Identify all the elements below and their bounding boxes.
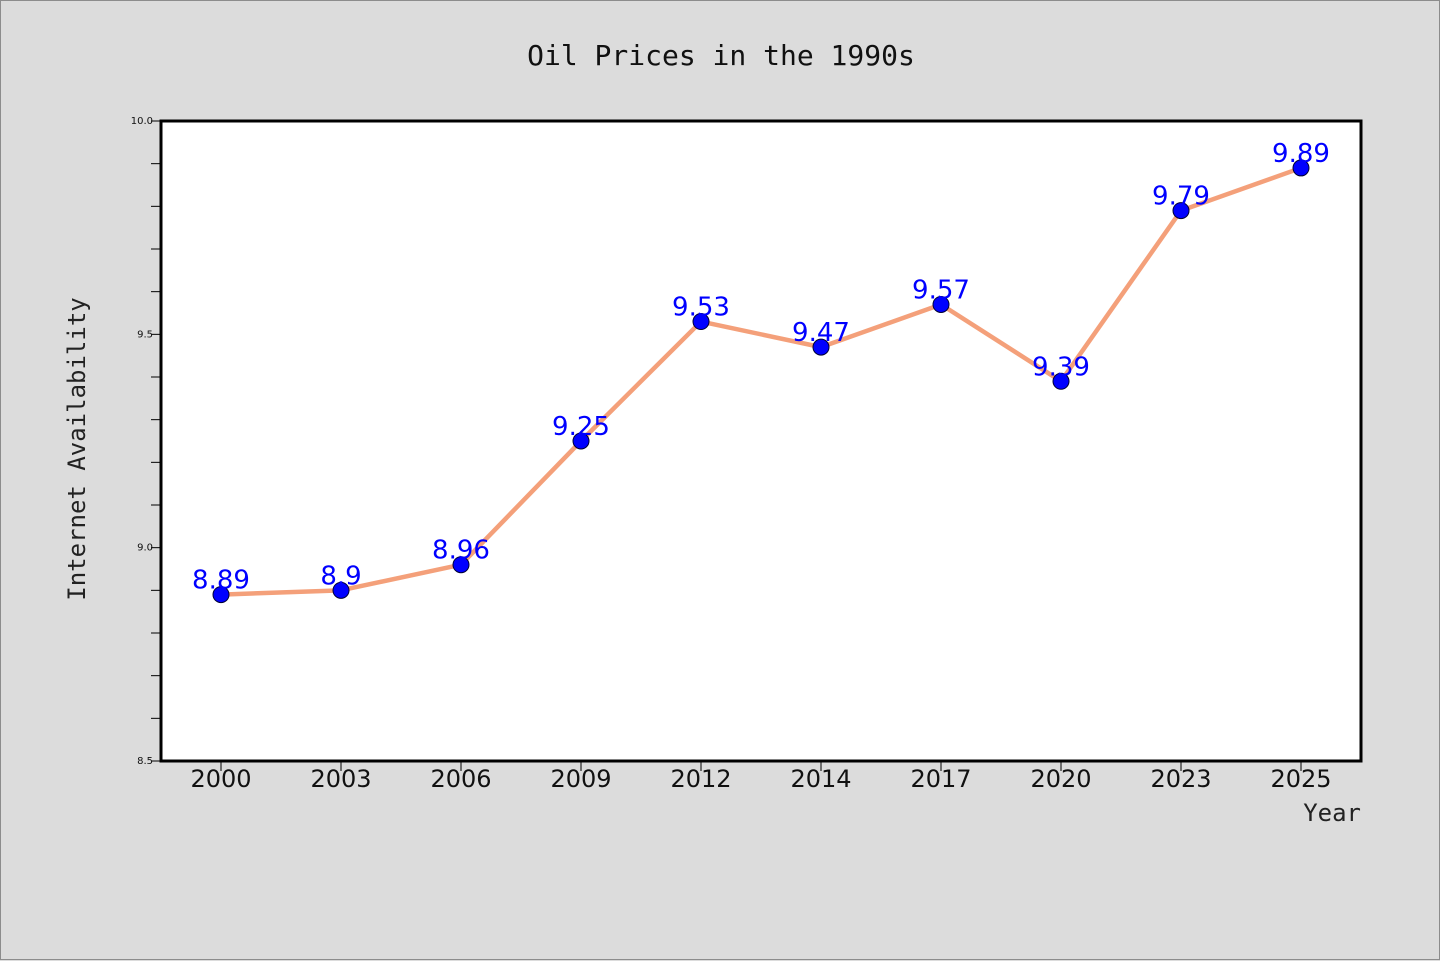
data-point [692, 313, 710, 331]
x-tick-label: 2023 [1150, 765, 1211, 793]
data-label: 9.25 [552, 412, 610, 442]
x-tick-label: 2020 [1030, 765, 1091, 793]
chart-title: Oil Prices in the 1990s [527, 39, 915, 72]
data-point [212, 586, 230, 604]
data-label: 8.9 [320, 561, 361, 591]
data-point [1292, 159, 1310, 177]
data-labels: 8.89 8.9 8.96 9.25 9.53 9.47 9.57 9.39 9.79 9.89 [192, 139, 1330, 596]
plot-area [159, 119, 1363, 763]
y-tick-label: 10.0 [131, 116, 153, 127]
series-line [220, 165, 1302, 597]
data-label: 9.89 [1272, 139, 1330, 169]
y-axis: 8.5 9.0 9.5 10.0 [131, 116, 161, 767]
y-axis-title: Internet Availability [63, 297, 91, 600]
x-tick-label: 2003 [310, 765, 371, 793]
x-tick-label: 2017 [910, 765, 971, 793]
data-label: 8.96 [432, 536, 490, 566]
data-point [452, 556, 470, 574]
data-point [572, 432, 590, 450]
data-label: 9.57 [912, 275, 970, 305]
y-tick-label: 9.0 [137, 543, 153, 554]
series [220, 165, 1302, 597]
y-tick-label: 9.5 [137, 329, 153, 340]
data-points [212, 159, 1310, 604]
data-point [1052, 372, 1070, 390]
data-label: 9.47 [792, 318, 850, 348]
data-label: 9.79 [1152, 182, 1210, 212]
x-axis-title: Year [1303, 799, 1361, 827]
x-axis: 2000 2003 2006 2009 2012 2014 2017 2020 2023 2025 [190, 761, 1332, 793]
x-tick-label: 2025 [1270, 765, 1331, 793]
data-label: 8.89 [192, 566, 250, 596]
x-tick-label: 2006 [430, 765, 491, 793]
x-tick-label: 2012 [670, 765, 731, 793]
data-point [332, 581, 350, 599]
y-tick-label: 8.5 [137, 756, 153, 767]
x-tick-label: 2014 [790, 765, 851, 793]
data-point [1172, 202, 1190, 220]
x-tick-label: 2009 [550, 765, 611, 793]
data-point [932, 295, 950, 313]
data-point [812, 338, 830, 356]
data-label: 9.53 [672, 293, 730, 323]
data-label: 9.39 [1032, 352, 1090, 382]
x-tick-label: 2000 [190, 765, 251, 793]
